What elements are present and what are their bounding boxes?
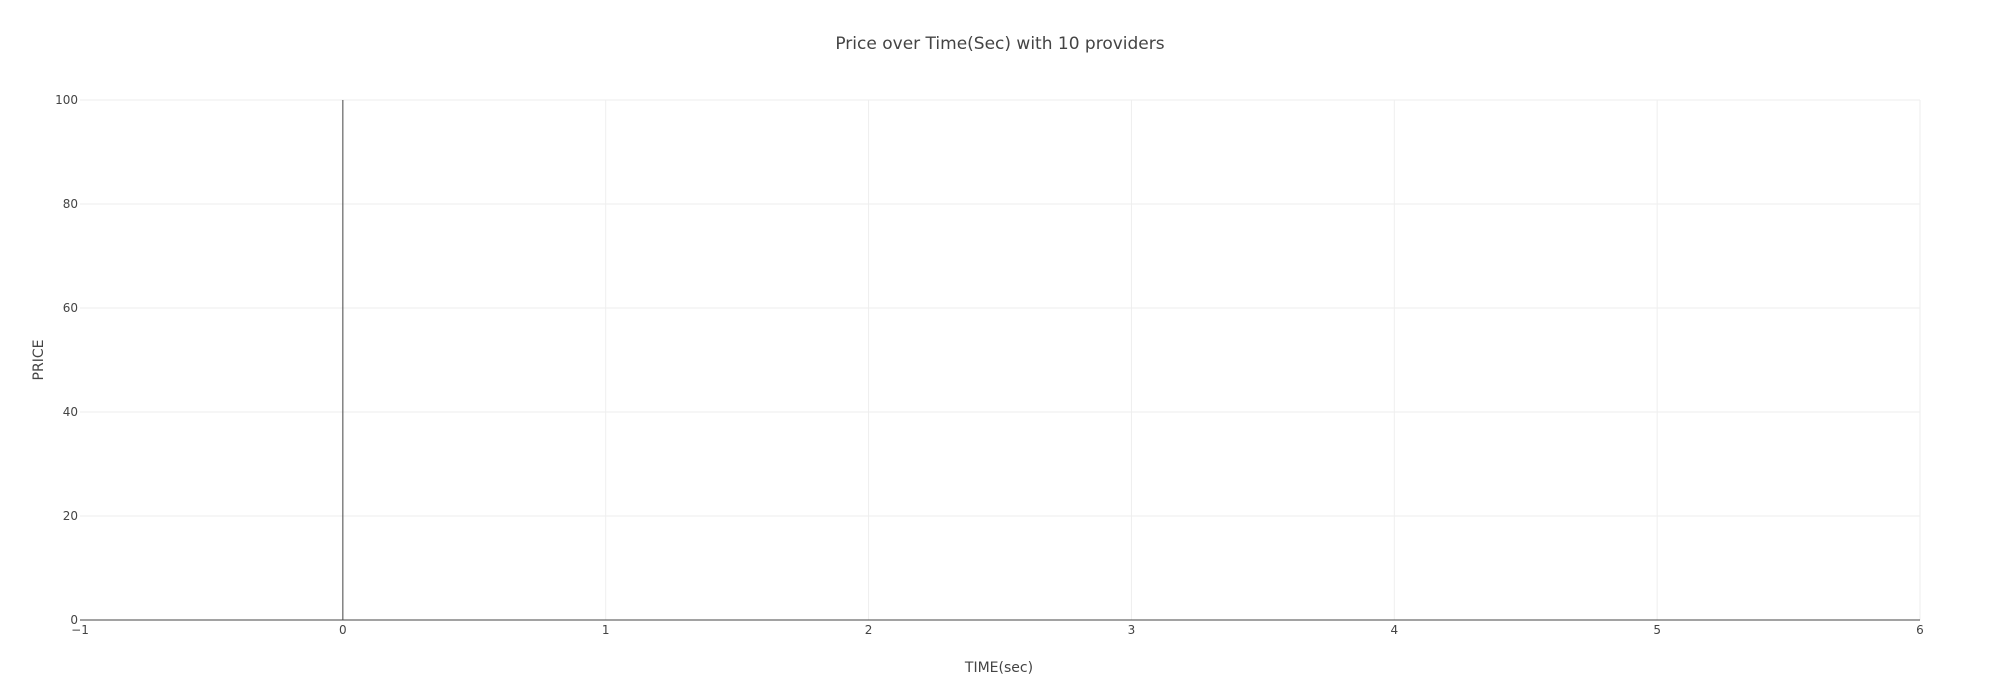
- x-tick-label: 1: [602, 623, 610, 637]
- x-tick-label: 5: [1653, 623, 1661, 637]
- x-tick-label: 6: [1916, 623, 1924, 637]
- y-axis-title: PRICE: [31, 340, 47, 381]
- x-tick-label: 0: [339, 623, 347, 637]
- x-tick-label: 3: [1128, 623, 1136, 637]
- y-tick-label: 20: [63, 509, 78, 523]
- x-tick-label: 4: [1390, 623, 1398, 637]
- y-tick-label: 40: [63, 405, 78, 419]
- axis-layer: [80, 100, 1920, 621]
- y-tick-label: 80: [63, 197, 78, 211]
- x-tick-label: 2: [865, 623, 873, 637]
- y-tick-label: 60: [63, 301, 78, 315]
- y-tick-label: 0: [70, 613, 78, 627]
- x-axis-title: TIME(sec): [964, 660, 1033, 676]
- chart-title: Price over Time(Sec) with 10 providers: [835, 34, 1164, 54]
- grid-layer: [80, 99, 1921, 620]
- y-tick-label: 100: [55, 93, 78, 107]
- x-tick-label: −1: [71, 623, 89, 637]
